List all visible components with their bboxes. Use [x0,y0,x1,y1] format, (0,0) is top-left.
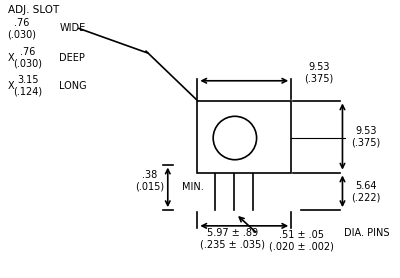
Text: X: X [8,81,14,91]
Text: DEEP: DEEP [59,53,85,63]
Text: MIN.: MIN. [182,182,203,192]
Text: DIA. PINS: DIA. PINS [344,228,390,238]
Text: WIDE: WIDE [59,23,86,33]
Text: .51 ± .05
(.020 ± .002): .51 ± .05 (.020 ± .002) [268,230,334,252]
Bar [197,101,291,173]
Text: 9.53
(.375): 9.53 (.375) [352,126,381,147]
Text: 5.64
(.222): 5.64 (.222) [352,180,381,202]
Text: .76
(.030): .76 (.030) [13,47,42,69]
Text: X: X [8,53,14,63]
Text: ADJ. SLOT: ADJ. SLOT [8,5,59,15]
Text: 5.97 ± .89
(.235 ± .035): 5.97 ± .89 (.235 ± .035) [200,228,265,249]
Text: .76
(.030): .76 (.030) [7,18,36,39]
Text: LONG: LONG [59,81,87,91]
Text: 3.15
(.124): 3.15 (.124) [13,75,42,96]
Text: 9.53
(.375): 9.53 (.375) [304,62,334,84]
Text: .38
(.015): .38 (.015) [136,170,164,191]
